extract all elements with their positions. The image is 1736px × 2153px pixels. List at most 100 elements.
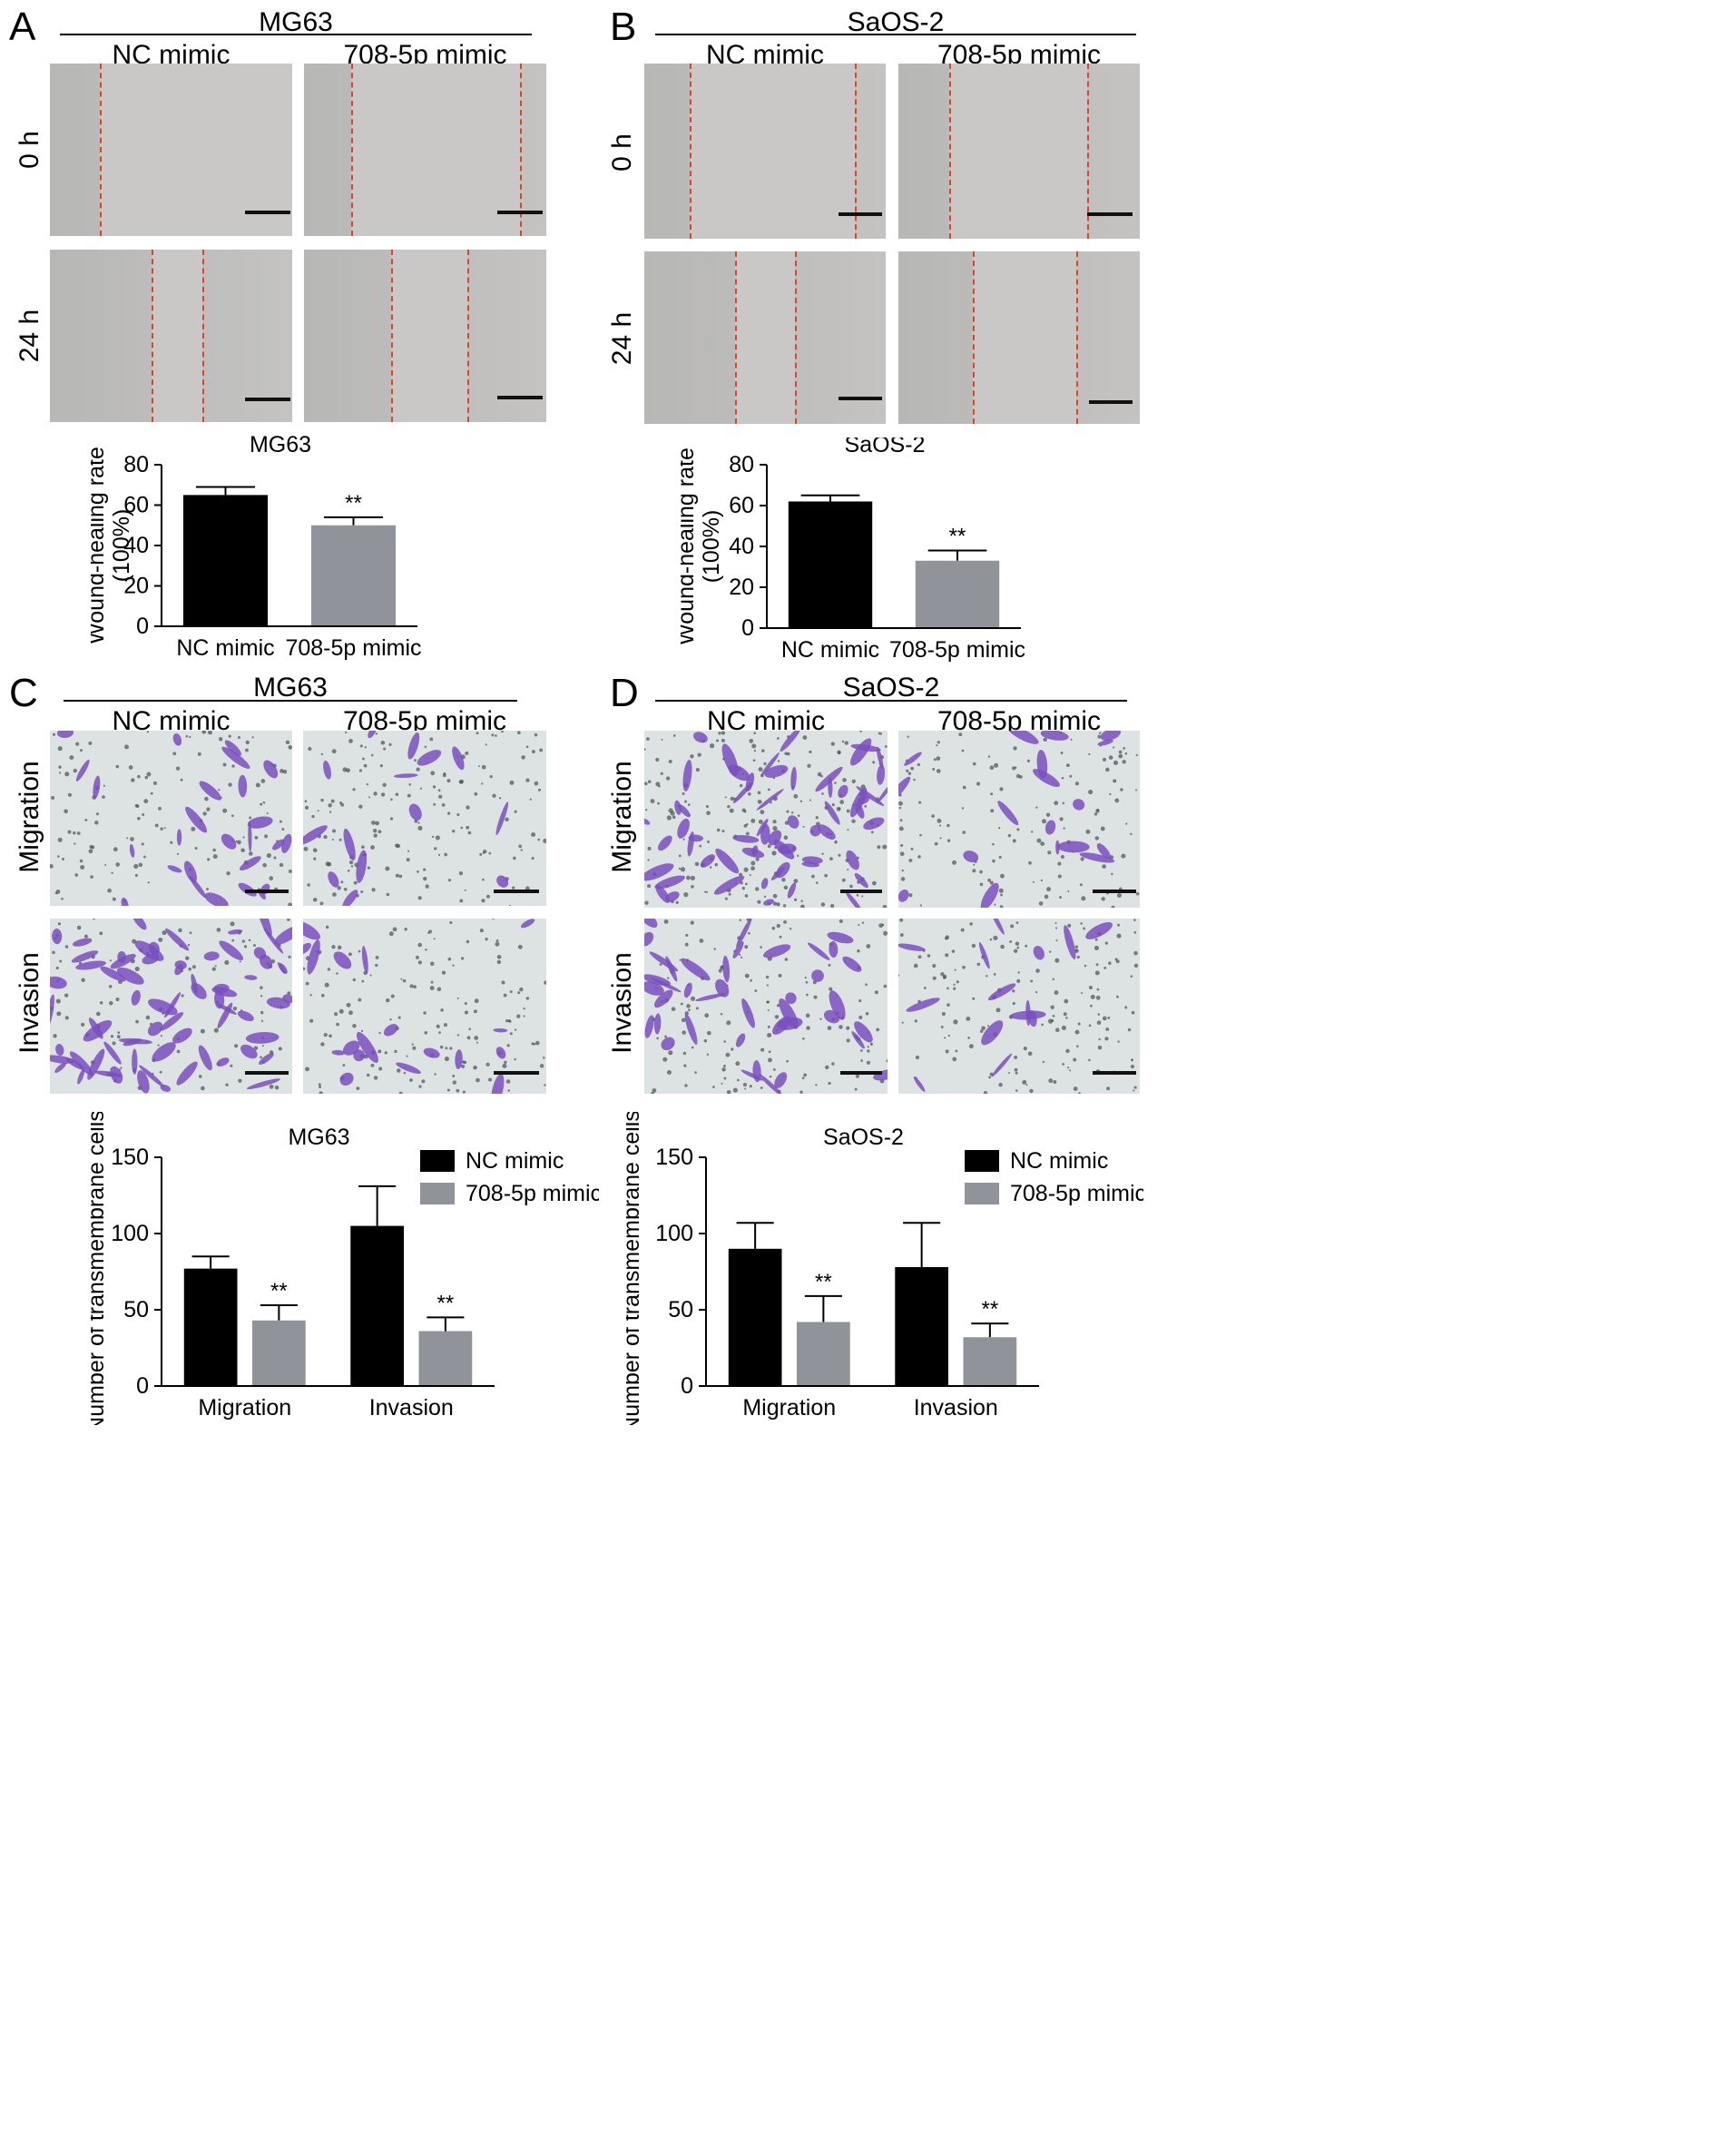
y-axis-label: Wound-healing rate — [681, 447, 699, 645]
legend-label: 708-5p mimic — [466, 1181, 599, 1206]
bar-nc-mimic-invasion — [350, 1225, 404, 1386]
y-tick-label: 150 — [111, 1145, 149, 1170]
significance-marker: ** — [982, 1297, 999, 1322]
panel-letter-c: C — [9, 671, 38, 715]
legend-swatch — [965, 1183, 999, 1204]
panel-a-cell-line-header: MG63 — [259, 7, 333, 37]
scale-bar — [245, 398, 290, 401]
bar-708-5p-mimic-migration — [797, 1322, 850, 1386]
panel-c-header-rule — [64, 700, 517, 702]
panel-b-header-rule — [655, 34, 1136, 35]
bar-nc-mimic-migration — [728, 1248, 782, 1386]
panel-c-row-label-migration: Migration — [15, 761, 44, 873]
y-axis-label: Number of transmembrane cells — [626, 1112, 644, 1425]
scale-bar — [497, 211, 543, 214]
panel-d-cell-line-header: SaOS-2 — [842, 673, 940, 703]
legend-swatch — [420, 1183, 455, 1204]
panel-b-row-label-0h: 0 h — [607, 133, 637, 172]
panel-b-wound-image-708-24h — [898, 251, 1140, 424]
legend-label: 708-5p mimic — [1010, 1181, 1143, 1206]
panel-b-bar-chart: SaOS-2 0 20 40 60 80 Wound-healing rate(100%) N… — [681, 437, 1025, 663]
scale-bar — [840, 1071, 882, 1075]
scale-bar — [245, 1071, 289, 1075]
panel-c-transwell-image-nc-migration — [50, 731, 292, 906]
y-tick-label: 40 — [729, 534, 754, 559]
scale-bar — [1089, 400, 1133, 404]
panel-a-wound-image-708-24h — [304, 250, 546, 422]
y-tick-label: 40 — [123, 533, 149, 558]
panel-c-cell-line-header: MG63 — [253, 673, 328, 703]
panel-b-cell-line-header: SaOS-2 — [847, 7, 945, 37]
panel-letter-b: B — [610, 5, 637, 49]
scale-bar — [1093, 1071, 1136, 1075]
y-tick-label: 100 — [655, 1221, 693, 1246]
scale-bar — [494, 890, 539, 893]
y-axis-label: Number of transmembrane cells — [91, 1112, 109, 1425]
legend-swatch — [420, 1150, 455, 1172]
x-tick-label: Migration — [198, 1395, 291, 1421]
panel-d-bar-chart: SaOS-2 0 50 100 150 Number of transmembrane c… — [626, 1112, 1143, 1425]
bar-708-5p-mimic-migration — [252, 1320, 306, 1386]
significance-marker: ** — [949, 525, 966, 549]
bar-nc-mimic-migration — [183, 1268, 238, 1386]
panel-d-row-label-migration: Migration — [607, 761, 637, 873]
scale-bar — [1087, 212, 1133, 216]
legend-label: NC mimic — [466, 1148, 564, 1174]
bar-708-5p-mimic-invasion — [418, 1331, 473, 1386]
scale-bar — [245, 890, 289, 893]
y-tick-label: 0 — [136, 614, 149, 639]
panel-d-row-label-invasion: Invasion — [607, 952, 637, 1054]
y-tick-label: 20 — [123, 574, 149, 599]
chart-title: MG63 — [288, 1125, 349, 1150]
y-axis-label: (100%) — [109, 509, 134, 583]
y-tick-label: 0 — [136, 1373, 149, 1399]
x-tick-label: 708-5p mimic — [889, 637, 1025, 663]
y-tick-label: 80 — [729, 452, 754, 477]
y-tick-label: 20 — [729, 575, 754, 600]
legend-label: NC mimic — [1010, 1148, 1108, 1174]
scale-bar — [1093, 890, 1136, 893]
scale-bar — [840, 890, 882, 893]
bar-708-5p-mimic-invasion — [963, 1337, 1017, 1386]
panel-c-transwell-image-708-migration — [303, 731, 546, 906]
x-tick-label: 708-5p mimic — [285, 635, 421, 661]
y-tick-label: 50 — [123, 1297, 149, 1322]
y-tick-label: 0 — [741, 615, 754, 641]
bar-nc-mimic — [788, 501, 873, 628]
bar-708-5p-mimic — [915, 560, 1000, 628]
panel-a-wound-image-708-0h — [304, 64, 546, 236]
scale-bar — [497, 396, 543, 399]
y-tick-label: 150 — [655, 1145, 693, 1170]
scale-bar — [494, 1071, 539, 1075]
panel-c-row-label-invasion: Invasion — [15, 952, 44, 1054]
panel-b-wound-image-708-0h — [898, 64, 1140, 239]
y-tick-label: 60 — [729, 493, 754, 518]
significance-marker: ** — [270, 1279, 288, 1303]
panel-a-wound-image-nc-24h — [50, 250, 292, 422]
y-axis-label: (100%) — [699, 510, 724, 584]
bar-nc-mimic-invasion — [895, 1266, 948, 1386]
x-tick-label: Invasion — [914, 1395, 998, 1421]
y-axis-label: Wound-healing rate — [91, 447, 109, 644]
x-tick-label: NC mimic — [176, 635, 274, 661]
panel-d-transwell-image-708-invasion — [898, 919, 1140, 1094]
scale-bar — [839, 397, 882, 400]
panel-b-wound-image-nc-0h — [644, 64, 886, 239]
x-tick-label: Migration — [742, 1395, 836, 1421]
bar-708-5p-mimic — [310, 525, 397, 626]
scale-bar — [245, 211, 290, 214]
panel-d-col-label-nc: NC mimic — [707, 706, 825, 736]
significance-marker: ** — [437, 1291, 455, 1315]
panel-c-transwell-image-nc-invasion — [50, 919, 292, 1094]
panel-a-row-label-0h: 0 h — [15, 131, 44, 169]
x-tick-label: Invasion — [369, 1395, 454, 1421]
panel-b-wound-image-nc-24h — [644, 251, 886, 424]
chart-title: SaOS-2 — [845, 437, 926, 457]
y-tick-label: 100 — [111, 1221, 149, 1246]
significance-marker: ** — [345, 491, 362, 516]
panel-d-header-rule — [655, 700, 1127, 702]
bar-nc-mimic — [182, 495, 269, 626]
legend-swatch — [965, 1150, 999, 1172]
x-tick-label: NC mimic — [781, 637, 879, 663]
